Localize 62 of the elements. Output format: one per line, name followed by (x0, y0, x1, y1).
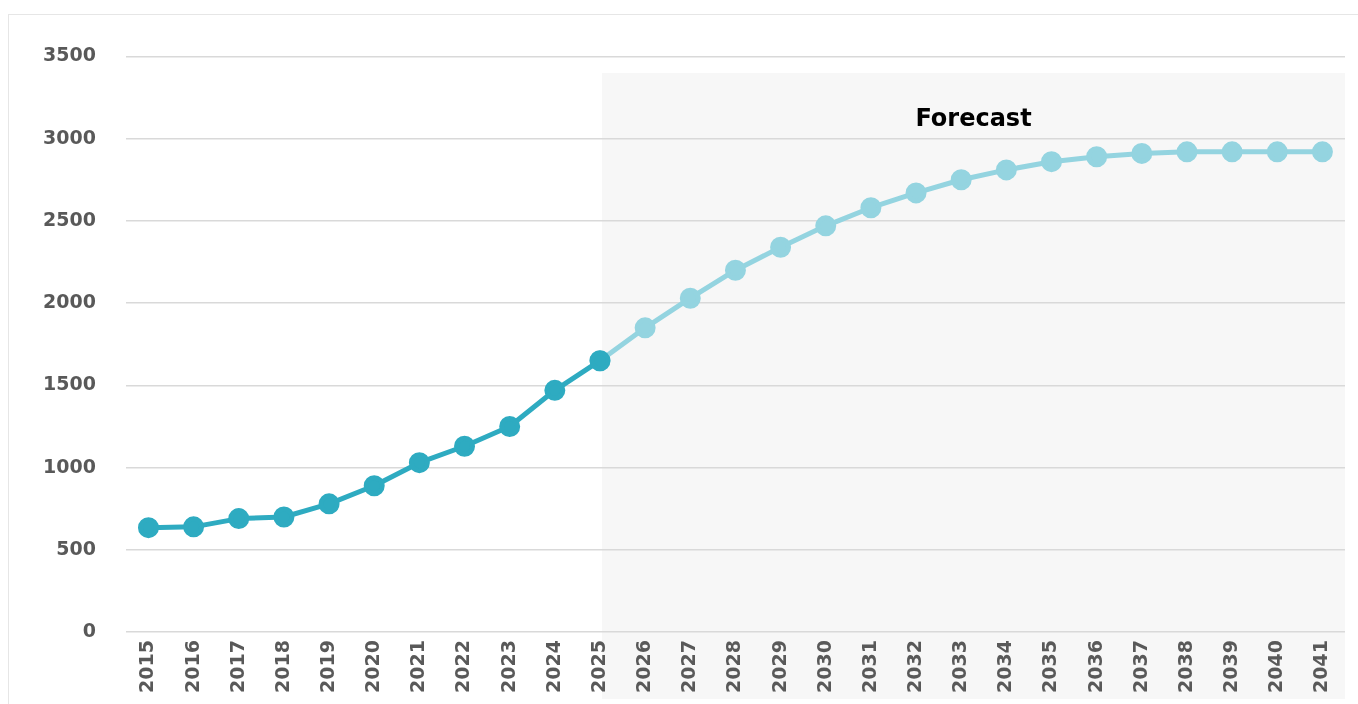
point (1266, 141, 1288, 163)
point (454, 435, 476, 457)
point (815, 215, 837, 237)
point (137, 517, 159, 539)
x-tick-label: 2035 (1038, 640, 1061, 694)
point (228, 508, 250, 530)
point (273, 506, 295, 528)
point (634, 317, 656, 339)
x-tick-label: 2032 (902, 640, 925, 694)
y-tick-label: 1500 (42, 372, 96, 395)
x-tick-label: 2034 (993, 640, 1016, 694)
point (770, 236, 792, 258)
x-tick-label: 2024 (541, 640, 564, 694)
band-label: Forecast (915, 103, 1032, 132)
x-tick-label: 2022 (451, 640, 474, 694)
x-tick-label: 2037 (1128, 640, 1151, 694)
x-tick-label: 2038 (1173, 640, 1196, 694)
y-tick-label: 3500 (42, 43, 96, 66)
y-tick-label: 0 (82, 619, 96, 642)
point (363, 475, 385, 497)
x-tick-label: 2031 (857, 640, 880, 694)
x-tick-label: 2026 (632, 640, 655, 694)
point (724, 259, 746, 281)
point (544, 379, 566, 401)
y-tick-label: 2000 (42, 290, 96, 313)
x-tick-label: 2025 (586, 640, 609, 694)
point (860, 197, 882, 219)
x-tick-label: 2017 (225, 640, 248, 694)
y-tick-label: 2500 (42, 207, 96, 230)
point (183, 516, 205, 538)
x-tick-label: 2027 (677, 640, 700, 694)
x-tick-label: 2039 (1219, 640, 1242, 694)
x-tick-label: 2029 (767, 640, 790, 694)
x-tick-label: 2023 (496, 640, 519, 694)
y-tick-label: 1000 (42, 454, 96, 477)
x-tick-label: 2021 (406, 640, 429, 694)
x-tick-label: 2033 (948, 640, 971, 694)
x-tick-label: 2030 (812, 640, 835, 694)
point (408, 452, 430, 474)
point (995, 159, 1017, 181)
x-tick-label: 2018 (270, 640, 293, 694)
x-tick-label: 2015 (135, 640, 158, 694)
point (1176, 141, 1198, 163)
point (1221, 141, 1243, 163)
point (1311, 141, 1333, 163)
y-tick-label: 500 (56, 536, 96, 559)
x-tick-label: 2016 (180, 640, 203, 694)
x-tick-label: 2020 (361, 640, 384, 694)
point (499, 416, 521, 438)
x-tick-label: 2019 (316, 640, 338, 694)
point (1041, 151, 1063, 173)
point (1131, 142, 1153, 164)
x-tick-label: 2040 (1264, 640, 1287, 694)
point (950, 169, 972, 191)
point (679, 287, 701, 309)
x-tick-label: 2041 (1309, 640, 1332, 694)
x-tick-label: 2028 (722, 640, 745, 694)
y-tick-label: 3000 (42, 125, 96, 148)
point (905, 182, 927, 204)
point (318, 493, 340, 515)
point (1086, 146, 1108, 168)
x-tick-label: 2036 (1083, 640, 1106, 694)
